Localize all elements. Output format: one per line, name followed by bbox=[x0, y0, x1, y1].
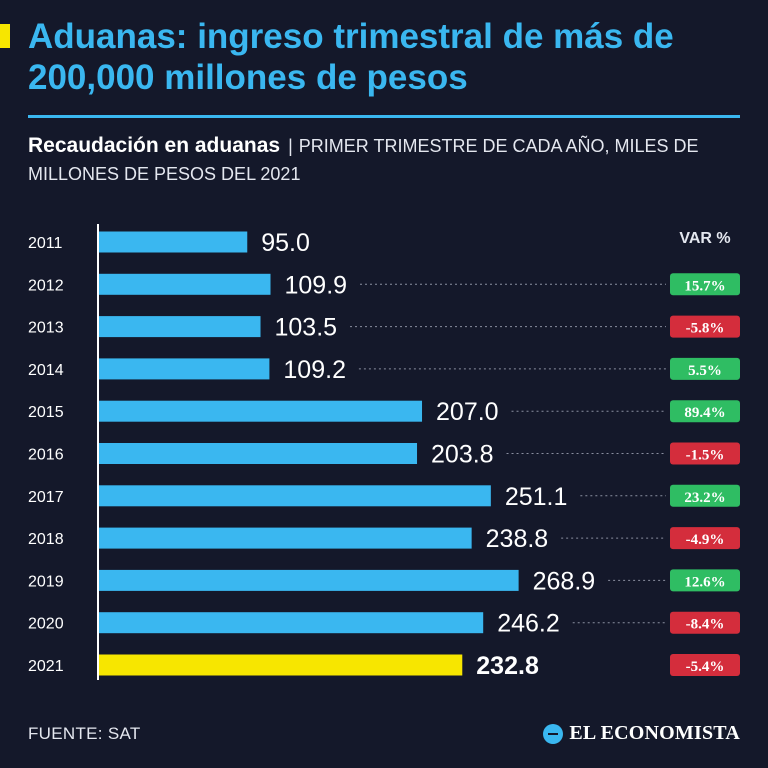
variation-label: 23.2% bbox=[684, 490, 725, 506]
variation-label: -1.5% bbox=[686, 448, 725, 464]
bar bbox=[99, 443, 418, 464]
data-label: 109.2 bbox=[283, 356, 346, 384]
data-label: 251.1 bbox=[505, 483, 568, 511]
category-label: 2019 bbox=[28, 573, 64, 590]
bar bbox=[99, 358, 270, 380]
variation-badge-negative bbox=[670, 315, 740, 338]
bar bbox=[99, 527, 472, 549]
chart-subtitle-detail: PRIMER TRIMESTRE DE CADA AÑO, MILES DE M… bbox=[28, 136, 699, 184]
bar bbox=[99, 569, 519, 591]
category-label: 2015 bbox=[28, 404, 64, 421]
variation-label: -5.8% bbox=[686, 321, 725, 337]
data-label: 103.5 bbox=[275, 314, 338, 342]
data-label: 95.0 bbox=[261, 229, 310, 257]
data-label: 232.8 bbox=[476, 652, 539, 680]
headline-accent-bar bbox=[0, 24, 10, 48]
variation-label: 15.7% bbox=[684, 278, 725, 294]
category-label: 2021 bbox=[28, 658, 64, 675]
data-label: 268.9 bbox=[533, 567, 596, 595]
category-label: 2020 bbox=[28, 616, 64, 633]
brand-logo: EL ECONOMISTA bbox=[543, 722, 740, 745]
data-label: 203.8 bbox=[431, 441, 494, 469]
brand-circle-icon bbox=[543, 723, 564, 744]
variation-label: -8.4% bbox=[686, 617, 725, 633]
chart-subtitle-separator: | bbox=[288, 136, 293, 156]
category-label: 2017 bbox=[28, 489, 64, 506]
bar bbox=[99, 485, 491, 507]
bar bbox=[99, 231, 248, 253]
variation-badge-negative bbox=[670, 527, 740, 550]
data-label: 109.9 bbox=[284, 271, 347, 299]
variation-header: VAR % bbox=[679, 230, 730, 247]
variation-badge-positive bbox=[670, 357, 740, 380]
variation-label: 89.4% bbox=[684, 405, 725, 421]
variation-label: -5.4% bbox=[686, 659, 725, 675]
category-label: 2011 bbox=[28, 235, 63, 252]
category-label: 2014 bbox=[28, 362, 64, 379]
category-label: 2012 bbox=[28, 277, 64, 294]
headline: Aduanas: ingreso trimestral de más de 20… bbox=[28, 17, 674, 97]
bar bbox=[99, 316, 261, 338]
category-label: 2018 bbox=[28, 531, 64, 548]
category-label: 2016 bbox=[28, 447, 64, 464]
variation-label: 5.5% bbox=[688, 363, 722, 379]
chart-subtitle: Recaudación en aduanas | PRIMER TRIMESTRE … bbox=[28, 132, 748, 188]
headline-rule bbox=[28, 115, 740, 118]
bar bbox=[99, 400, 423, 422]
variation-badge-negative bbox=[670, 654, 740, 676]
variation-badge-positive bbox=[670, 484, 740, 507]
source-note: FUENTE: SAT bbox=[28, 724, 141, 743]
data-label: 238.8 bbox=[486, 525, 549, 553]
variation-badge-negative bbox=[670, 611, 740, 634]
bar-highlight bbox=[99, 654, 463, 676]
variation-badge-positive bbox=[670, 400, 740, 423]
bar bbox=[99, 612, 484, 634]
bar bbox=[99, 273, 271, 295]
variation-label: 12.6% bbox=[684, 574, 725, 590]
category-label: 2013 bbox=[28, 320, 64, 337]
data-label: 246.2 bbox=[497, 610, 560, 638]
chart-subtitle-strong: Recaudación en aduanas bbox=[28, 134, 281, 157]
variation-badge-positive bbox=[670, 273, 740, 296]
data-label: 207.0 bbox=[436, 398, 499, 426]
variation-badge-negative bbox=[670, 442, 740, 465]
brand-name: EL ECONOMISTA bbox=[569, 722, 740, 744]
variation-badge-positive bbox=[670, 569, 740, 592]
variation-label: -4.9% bbox=[686, 532, 725, 548]
